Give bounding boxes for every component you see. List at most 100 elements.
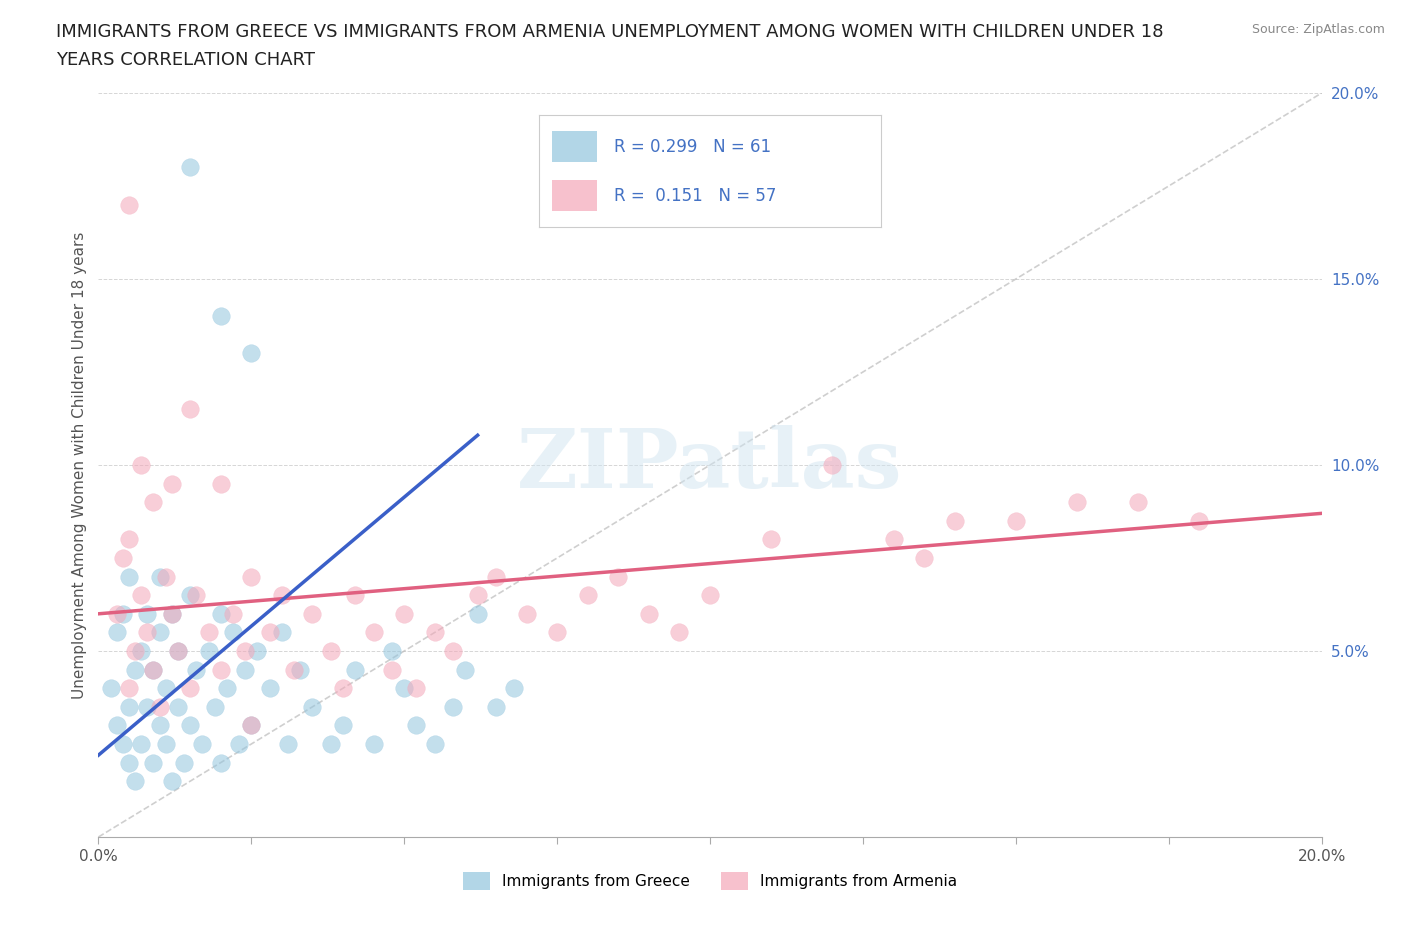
- Point: [129, 644, 152, 658]
- Point: [149, 718, 172, 733]
- Point: [222, 625, 245, 640]
- Point: [516, 606, 538, 621]
- Point: [209, 755, 232, 770]
- Point: [637, 606, 661, 621]
- Point: [943, 513, 966, 528]
- Point: [1128, 495, 1150, 510]
- Point: [142, 495, 165, 510]
- Point: [668, 625, 690, 640]
- Point: [179, 681, 201, 696]
- Point: [124, 774, 146, 789]
- Point: [118, 699, 141, 714]
- Point: [259, 681, 281, 696]
- Point: [607, 569, 630, 584]
- Point: [319, 644, 342, 658]
- Point: [209, 662, 232, 677]
- Point: [179, 402, 201, 417]
- Legend: Immigrants from Greece, Immigrants from Armenia: Immigrants from Greece, Immigrants from …: [457, 866, 963, 897]
- Point: [149, 625, 172, 640]
- Point: [167, 644, 190, 658]
- Point: [142, 662, 165, 677]
- Point: [228, 737, 250, 751]
- Point: [124, 662, 146, 677]
- Point: [100, 681, 122, 696]
- Point: [160, 476, 183, 491]
- Point: [204, 699, 226, 714]
- Point: [105, 625, 128, 640]
- Text: IMMIGRANTS FROM GREECE VS IMMIGRANTS FROM ARMENIA UNEMPLOYMENT AMONG WOMEN WITH : IMMIGRANTS FROM GREECE VS IMMIGRANTS FRO…: [56, 23, 1164, 41]
- Point: [240, 569, 263, 584]
- Point: [142, 755, 165, 770]
- Point: [290, 662, 312, 677]
- Point: [155, 737, 177, 751]
- Point: [344, 588, 367, 603]
- Point: [883, 532, 905, 547]
- Point: [441, 644, 464, 658]
- Point: [240, 718, 263, 733]
- Point: [222, 606, 245, 621]
- Point: [546, 625, 568, 640]
- Point: [160, 606, 183, 621]
- Point: [111, 737, 134, 751]
- Point: [467, 606, 489, 621]
- Point: [149, 699, 172, 714]
- Point: [118, 197, 141, 212]
- Point: [233, 644, 256, 658]
- Point: [209, 309, 232, 324]
- Point: [283, 662, 305, 677]
- Point: [392, 681, 416, 696]
- Point: [392, 606, 416, 621]
- Point: [136, 625, 159, 640]
- Point: [576, 588, 599, 603]
- Point: [240, 718, 263, 733]
- Point: [124, 644, 146, 658]
- Point: [179, 588, 201, 603]
- Point: [129, 737, 152, 751]
- Point: [405, 718, 427, 733]
- Point: [240, 346, 263, 361]
- Point: [246, 644, 269, 658]
- Point: [301, 606, 323, 621]
- Point: [821, 458, 844, 472]
- Point: [423, 625, 446, 640]
- Point: [485, 569, 508, 584]
- Point: [270, 625, 292, 640]
- Point: [118, 681, 141, 696]
- Point: [118, 532, 141, 547]
- Point: [179, 718, 201, 733]
- Text: YEARS CORRELATION CHART: YEARS CORRELATION CHART: [56, 51, 315, 69]
- Point: [197, 625, 219, 640]
- Point: [118, 755, 141, 770]
- Point: [149, 569, 172, 584]
- Point: [209, 606, 232, 621]
- Point: [129, 458, 152, 472]
- Point: [233, 662, 256, 677]
- Point: [301, 699, 323, 714]
- Point: [381, 644, 404, 658]
- Text: Source: ZipAtlas.com: Source: ZipAtlas.com: [1251, 23, 1385, 36]
- Point: [129, 588, 152, 603]
- Point: [423, 737, 446, 751]
- Point: [173, 755, 195, 770]
- Point: [136, 699, 159, 714]
- Point: [485, 699, 508, 714]
- Point: [277, 737, 299, 751]
- Point: [191, 737, 214, 751]
- Point: [270, 588, 292, 603]
- Point: [405, 681, 427, 696]
- Y-axis label: Unemployment Among Women with Children Under 18 years: Unemployment Among Women with Children U…: [72, 232, 87, 698]
- Point: [344, 662, 367, 677]
- Point: [912, 551, 935, 565]
- Point: [699, 588, 721, 603]
- Point: [186, 662, 208, 677]
- Point: [155, 569, 177, 584]
- Point: [259, 625, 281, 640]
- Point: [160, 606, 183, 621]
- Point: [142, 662, 165, 677]
- Point: [1004, 513, 1026, 528]
- Point: [332, 718, 354, 733]
- Point: [209, 476, 232, 491]
- Point: [155, 681, 177, 696]
- Point: [111, 606, 134, 621]
- Point: [503, 681, 526, 696]
